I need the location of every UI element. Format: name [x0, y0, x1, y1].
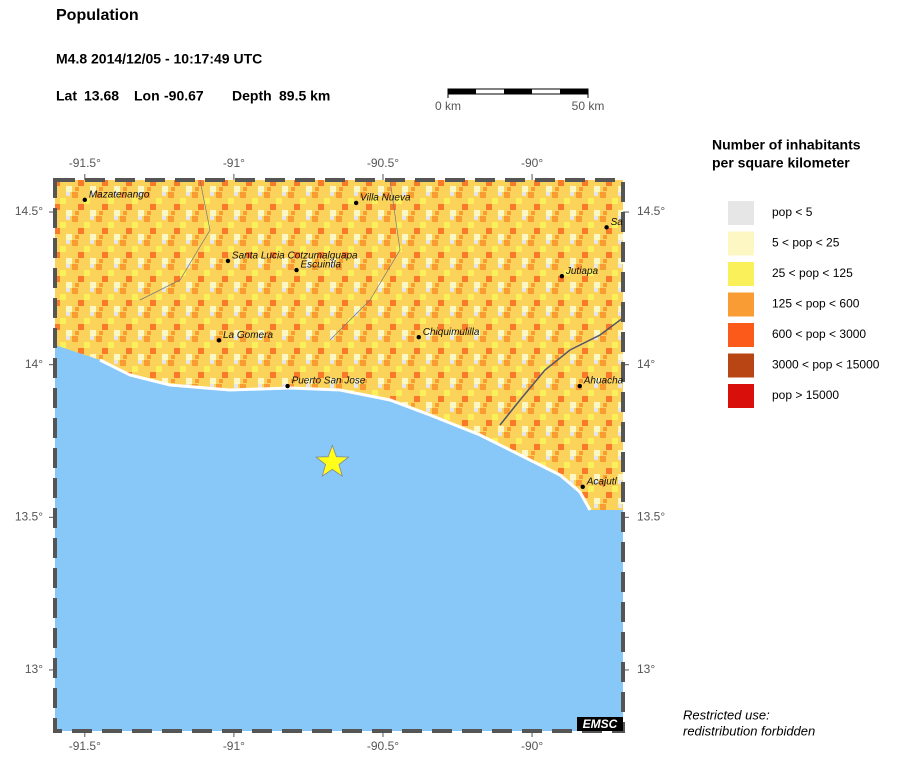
legend-swatch — [728, 353, 754, 378]
city-label: Jutiapa — [565, 266, 599, 277]
depth: 89.5 km — [279, 88, 330, 104]
city-dot — [82, 197, 88, 203]
city-dot — [416, 335, 421, 340]
lat: 13.68 — [84, 88, 119, 104]
legend-label: 5 < pop < 25 — [772, 236, 840, 250]
city-label: Sa — [611, 217, 624, 228]
legend-swatch — [728, 231, 754, 256]
city-dot — [559, 273, 565, 279]
lon-label: -91.5° — [69, 156, 101, 170]
depth-label: Depth — [232, 88, 272, 104]
lon-label: -91.5° — [69, 739, 101, 753]
lon-label: -90° — [521, 156, 543, 170]
city-dot — [285, 383, 290, 389]
legend-label: 125 < pop < 600 — [772, 297, 860, 311]
lat-label: 13° — [25, 662, 43, 676]
lat-label: 14.5° — [15, 204, 43, 218]
lat-label: 14° — [25, 357, 43, 371]
city-dot — [353, 200, 359, 206]
legend-swatch — [728, 262, 754, 286]
city-label: La Gomera — [223, 330, 273, 341]
admin-line — [329, 180, 401, 341]
title: Population — [56, 7, 139, 24]
footer: Restricted use: — [683, 707, 770, 722]
city-label: Villa Nueva — [360, 193, 411, 204]
legend-label: 25 < pop < 125 — [772, 266, 853, 280]
legend-label: 3000 < pop < 15000 — [772, 358, 880, 372]
lon-label: -91° — [223, 739, 245, 753]
city-label: Mazatenango — [89, 189, 150, 200]
lat-label: 14.5° — [637, 204, 665, 218]
lon-label: Lon — [134, 88, 160, 104]
lon: -90.67 — [164, 88, 204, 104]
city-dot — [216, 338, 222, 343]
city-dot — [294, 267, 299, 273]
legend-title: Number of inhabitants — [712, 137, 861, 153]
lat-label: 13.5° — [15, 509, 43, 523]
lon-label: -90° — [521, 739, 543, 753]
city-dot — [604, 225, 609, 230]
legend-label: pop < 5 — [772, 205, 813, 219]
border — [499, 317, 623, 426]
scale-end: 50 km — [572, 99, 605, 113]
scale-start: 0 km — [435, 99, 461, 113]
map-frame — [53, 178, 625, 733]
legend-swatch — [728, 201, 754, 225]
city-dot — [225, 258, 231, 264]
scale-bar — [447, 88, 589, 98]
lat-label: 14° — [637, 357, 655, 371]
city-label: Santa Lucia Cotzumalguapa — [232, 251, 358, 262]
city-label: Ahuacha — [583, 376, 624, 387]
legend-swatch — [728, 384, 754, 408]
city-label: Escuintla — [301, 260, 342, 271]
admin-line — [139, 180, 211, 301]
legend-label: pop > 15000 — [772, 388, 839, 402]
city-label: Puerto San Jose — [292, 376, 366, 387]
footer: redistribution forbidden — [683, 723, 815, 738]
legend-swatch — [728, 323, 754, 347]
logo-box — [577, 717, 623, 731]
epicenter — [314, 444, 350, 478]
coastline — [99, 358, 592, 511]
lat-label: 13° — [637, 662, 655, 676]
lat-label: 13.5° — [637, 509, 665, 523]
legend-swatch — [728, 292, 754, 317]
city-dot — [577, 383, 582, 389]
city-label: Chiquimulilla — [423, 327, 480, 338]
event: M4.8 2014/12/05 - 10:17:49 UTC — [56, 51, 262, 67]
lat-label: Lat — [56, 88, 77, 104]
legend-title: per square kilometer — [712, 155, 850, 171]
land — [55, 180, 623, 510]
lon-label: -91° — [223, 156, 245, 170]
map-area — [55, 180, 623, 731]
city-label: Acajutl — [586, 476, 618, 487]
lon-label: -90.5° — [367, 156, 399, 170]
city-dot — [580, 484, 585, 489]
lon-label: -90.5° — [367, 739, 399, 753]
logo: EMSC — [583, 717, 618, 731]
legend-label: 600 < pop < 3000 — [772, 327, 866, 341]
